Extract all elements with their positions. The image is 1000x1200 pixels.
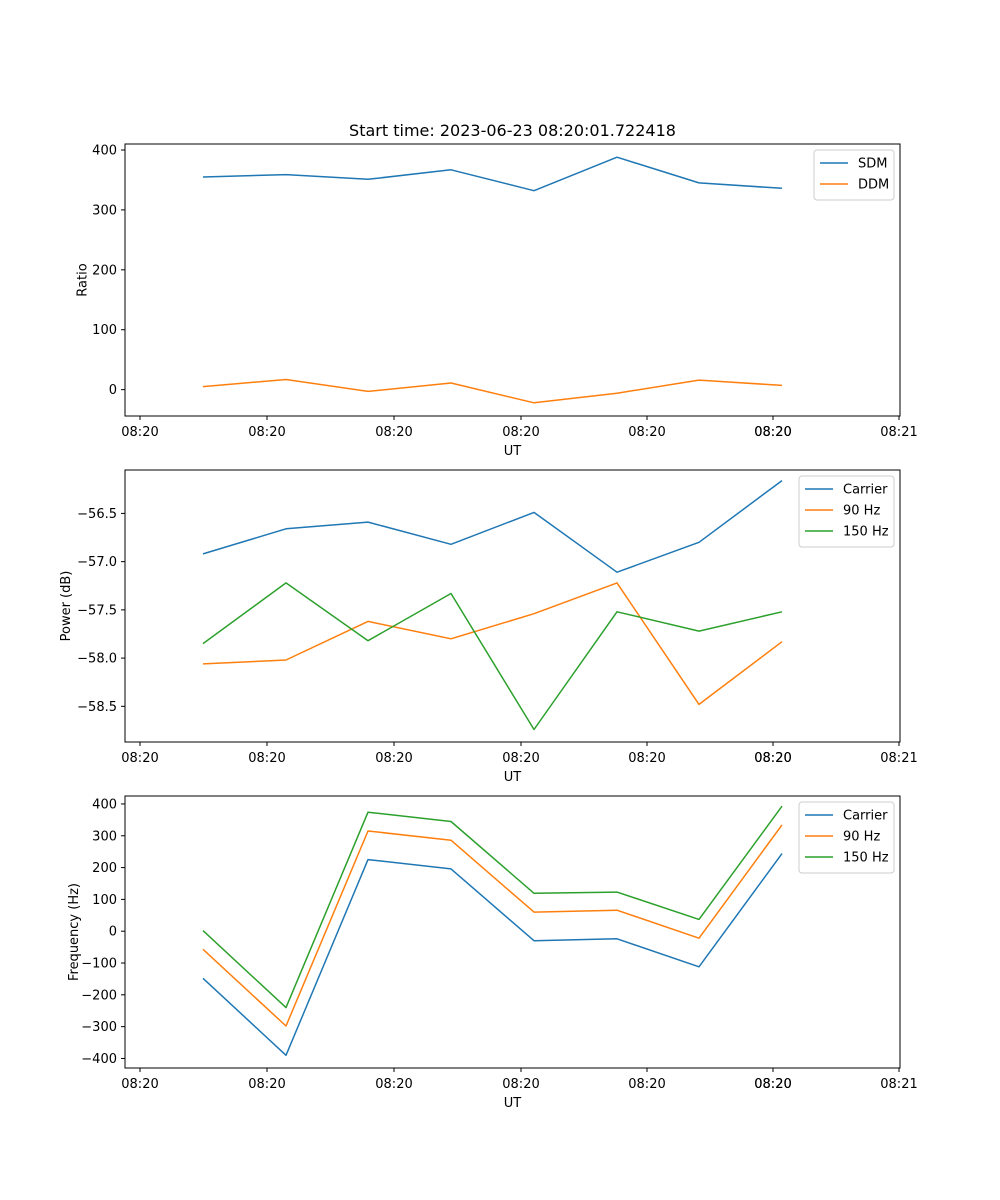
x-tick-label: 08:21 xyxy=(880,1077,917,1092)
x-tick-label: 08:20 xyxy=(754,751,791,766)
x-tick-label: 08:20 xyxy=(502,1077,539,1092)
y-tick-label: −100 xyxy=(81,957,117,972)
x-tick-label: 08:20 xyxy=(754,425,791,440)
legend: Carrier 90 Hz 150 Hz xyxy=(798,475,895,548)
x-tick-label: 08:20 xyxy=(248,425,285,440)
x-tick-label: 08:20 xyxy=(754,1077,791,1092)
y-tick-label: 100 xyxy=(92,323,117,338)
y-axis-label: Ratio xyxy=(75,263,90,296)
x-tick-label: 08:20 xyxy=(502,425,539,440)
y-tick-label: 200 xyxy=(92,263,117,278)
axes-frame xyxy=(124,469,901,743)
legend-label: SDM xyxy=(858,157,887,172)
y-tick-label: 300 xyxy=(92,829,117,844)
y-tick-label: 400 xyxy=(92,797,117,812)
legend-label: 150 Hz xyxy=(843,525,889,540)
y-tick-label: −400 xyxy=(81,1052,117,1067)
legend-label: DDM xyxy=(858,178,889,193)
series-line-carrier xyxy=(202,853,783,1057)
x-tick-label: 08:20 xyxy=(628,425,665,440)
x-tick-label: 08:21 xyxy=(880,751,917,766)
x-tick-label: 08:20 xyxy=(754,751,791,766)
x-tick-label: 08:20 xyxy=(628,751,665,766)
x-tick-label: 08:20 xyxy=(375,751,412,766)
axes-frame xyxy=(124,143,901,417)
legend-box xyxy=(798,475,895,548)
y-tick-label: −200 xyxy=(81,988,117,1003)
x-axis-label: UT xyxy=(504,1096,522,1111)
y-axis-label: Frequency (Hz) xyxy=(67,883,82,981)
series-line-90-hz xyxy=(202,824,783,1027)
legend-box xyxy=(798,801,895,874)
y-axis-label: Power (dB) xyxy=(59,571,74,642)
chart-title: Start time: 2023-06-23 08:20:01.722418 xyxy=(349,121,676,140)
y-tick-label: −58.0 xyxy=(77,652,117,667)
panel-1: Start time: 2023-06-23 08:20:01.722418 08… xyxy=(75,121,917,459)
legend-label: 90 Hz xyxy=(843,830,880,845)
y-tick-label: 0 xyxy=(109,925,117,940)
y-tick-label: 0 xyxy=(109,383,117,398)
legend: Carrier 90 Hz 150 Hz xyxy=(798,801,895,874)
x-tick-label: 08:20 xyxy=(628,1077,665,1092)
x-axis-label: UT xyxy=(504,770,522,785)
y-tick-label: −57.5 xyxy=(77,603,117,618)
y-tick-label: 400 xyxy=(92,143,117,158)
x-tick-label: 08:20 xyxy=(754,1077,791,1092)
x-tick-label: 08:20 xyxy=(754,425,791,440)
x-tick-label: 08:20 xyxy=(502,751,539,766)
x-tick-label: 08:20 xyxy=(375,1077,412,1092)
legend-label: Carrier xyxy=(843,809,888,824)
x-tick-label: 08:20 xyxy=(121,751,158,766)
x-tick-label: 08:20 xyxy=(248,1077,285,1092)
x-axis-label: UT xyxy=(504,444,522,459)
legend: SDM DDM xyxy=(813,149,895,201)
legend-label: 150 Hz xyxy=(843,851,889,866)
y-tick-label: −56.5 xyxy=(77,507,117,522)
x-tick-label: 08:20 xyxy=(121,425,158,440)
series-line-ddm xyxy=(202,378,783,404)
y-tick-label: −300 xyxy=(81,1020,117,1035)
x-tick-label: 08:20 xyxy=(121,1077,158,1092)
x-tick-label: 08:20 xyxy=(248,751,285,766)
y-tick-label: −57.0 xyxy=(77,555,117,570)
series-line-carrier xyxy=(202,479,783,573)
series-line-150-hz xyxy=(202,805,783,1009)
y-tick-label: 200 xyxy=(92,861,117,876)
legend-label: Carrier xyxy=(843,483,888,498)
y-tick-label: 300 xyxy=(92,203,117,218)
x-tick-label: 08:20 xyxy=(375,425,412,440)
x-tick-label: 08:21 xyxy=(880,425,917,440)
series-line-90-hz xyxy=(202,582,783,706)
y-tick-label: −58.5 xyxy=(77,700,117,715)
y-tick-label: 100 xyxy=(92,893,117,908)
series-line-150-hz xyxy=(202,582,783,731)
axes-frame xyxy=(124,795,901,1069)
legend-label: 90 Hz xyxy=(843,504,880,519)
series-line-sdm xyxy=(202,156,783,192)
